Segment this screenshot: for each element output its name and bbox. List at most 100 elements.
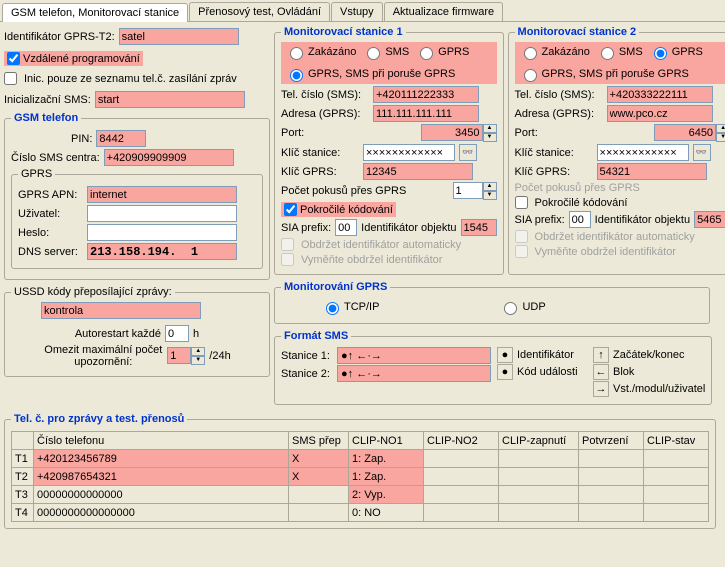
legend-gsm: GSM telefon [11,112,81,124]
st2-objid-input[interactable] [694,211,725,228]
st2-port-dn[interactable]: ▼ [716,133,725,142]
input-dns[interactable] [87,243,237,260]
chk-init-only[interactable] [4,72,17,85]
input-sms-center[interactable] [104,149,234,166]
st2-retries-label: Počet pokusů přes GPRS [515,182,640,194]
label-limit: Omezit maximální počet upozornění: [43,344,163,368]
st1-retries-dn[interactable]: ▼ [483,191,497,200]
st2-adv-chk[interactable] [515,196,528,209]
legend-gprs: GPRS [18,168,55,180]
st2-addr-input[interactable] [607,105,713,122]
input-pin[interactable] [96,130,146,147]
st1-retries-input[interactable] [453,182,483,199]
input-ussd-code[interactable] [41,302,201,319]
tab-inputs[interactable]: Vstupy [331,2,383,21]
limit-dn[interactable]: ▼ [191,356,205,365]
st1-sia-input[interactable] [335,219,357,236]
st2-port-up[interactable]: ▲ [716,124,725,133]
st2-key-gprs-input[interactable] [597,163,707,180]
label-sms-center: Číslo SMS centra: [11,152,100,164]
fieldset-gsm: GSM telefon PIN: Číslo SMS centra: GPRS … [4,112,270,280]
st2-key-st-input[interactable] [597,144,689,161]
fmt-s1-val[interactable]: ●↑ ←·→ [337,347,491,364]
st1-swapid-label: Vyměňte obdržel identifikátor [301,254,442,266]
r-udp[interactable] [504,302,517,315]
arrow-right-icon: → [593,381,609,397]
st1-port-up[interactable]: ▲ [483,124,497,133]
tab-firmware[interactable]: Aktualizace firmware [384,2,503,21]
st2-r-disabled[interactable] [524,47,537,60]
fieldset-gprs: GPRS GPRS APN: Uživatel: Heslo: DNS serv… [11,168,263,269]
st1-port-input[interactable] [421,124,483,141]
table-row[interactable]: T1+420123456789X1: Zap. [12,450,709,468]
st1-objid-label: Identifikátor objektu [361,222,456,234]
st1-port-dn[interactable]: ▼ [483,133,497,142]
label-apn: GPRS APN: [18,189,83,201]
tab-gsm-station[interactable]: GSM telefon, Monitorovací stanice [2,3,188,22]
input-pass[interactable] [87,224,237,241]
table-row[interactable]: T400000000000000000: NO [12,504,709,522]
st2-tel-input[interactable] [607,86,713,103]
st1-port-label: Port: [281,127,369,139]
fmt-s2-label: Stanice 2: [281,368,333,380]
st1-addr-input[interactable] [373,105,479,122]
st1-r-sms[interactable] [367,47,380,60]
arrow-up-icon: ↑ [593,347,609,363]
legend-fmt-sms: Formát SMS [281,330,351,342]
fieldset-tel-table: Tel. č. pro zprávy a test. přenosů Číslo… [4,413,716,529]
fmt-s1-label: Stanice 1: [281,350,333,362]
legend-station-1: Monitorovací stanice 1 [281,26,406,38]
st2-r-gprs-sms[interactable] [524,69,537,82]
st1-autoid-chk [281,238,294,251]
input-gprs-t2[interactable] [119,28,239,45]
st2-swapid-chk [515,245,528,258]
label-user: Uživatel: [18,208,83,220]
st1-tel-label: Tel. číslo (SMS): [281,89,369,101]
legend-ussd: USSD kódy přeposílající zprávy: [11,286,175,298]
arrow-left-icon: ← [593,364,609,380]
st2-port-input[interactable] [654,124,716,141]
st1-r-gprs[interactable] [420,47,433,60]
st1-sia-label: SIA prefix: [281,222,331,234]
label-limit-unit: /24h [209,350,230,362]
input-autorestart[interactable] [165,325,189,342]
st1-addr-label: Adresa (GPRS): [281,108,369,120]
table-row[interactable]: T3000000000000002: Vyp. [12,486,709,504]
limit-up[interactable]: ▲ [191,347,205,356]
input-init-sms[interactable] [95,91,245,108]
st2-port-label: Port: [515,127,603,139]
st2-key-st-label: Klíč stanice: [515,147,593,159]
table-row[interactable]: T2+420987654321X1: Zap. [12,468,709,486]
input-limit[interactable] [167,347,191,364]
st1-autoid-label: Obdržet identifikátor automaticky [301,239,461,251]
st1-r-disabled[interactable] [290,47,303,60]
st1-key-gprs-input[interactable] [363,163,473,180]
legend-tel-table: Tel. č. pro zprávy a test. přenosů [11,413,187,425]
label-remote-prog: Vzdálené programování [23,53,140,65]
st1-key-st-input[interactable] [363,144,455,161]
fmt-s2-val[interactable]: ●↑ ←·→ [337,365,491,382]
st2-key-st-eye[interactable]: 👓 [693,144,711,161]
r-tcp[interactable] [326,302,339,315]
st1-tel-input[interactable] [373,86,479,103]
input-user[interactable] [87,205,237,222]
st2-objid-label: Identifikátor objektu [595,214,690,226]
st2-sia-input[interactable] [569,211,591,228]
chk-remote-prog[interactable] [7,52,20,65]
input-apn[interactable] [87,186,237,203]
st2-modes: Zakázáno SMS GPRS GPRS, SMS při poruše G… [515,42,725,84]
st1-key-st-eye[interactable]: 👓 [459,144,477,161]
label-autorestart: Autorestart každé [75,328,161,340]
tab-test-control[interactable]: Přenosový test, Ovládání [189,2,330,21]
st2-r-gprs[interactable] [654,47,667,60]
st1-retries-up[interactable]: ▲ [483,182,497,191]
tel-table: Číslo telefonu SMS přep CLIP-NO1 CLIP-NO… [11,431,709,522]
icon-ident: ● [497,347,513,363]
st1-r-gprs-sms[interactable] [290,69,303,82]
st1-adv-chk[interactable] [284,203,297,216]
st1-objid-input[interactable] [461,219,497,236]
fieldset-mon-gprs: Monitorování GPRS TCP/IP UDP [274,281,710,324]
st2-addr-label: Adresa (GPRS): [515,108,603,120]
st1-retries-label: Počet pokusů přes GPRS [281,185,406,197]
st2-r-sms[interactable] [601,47,614,60]
